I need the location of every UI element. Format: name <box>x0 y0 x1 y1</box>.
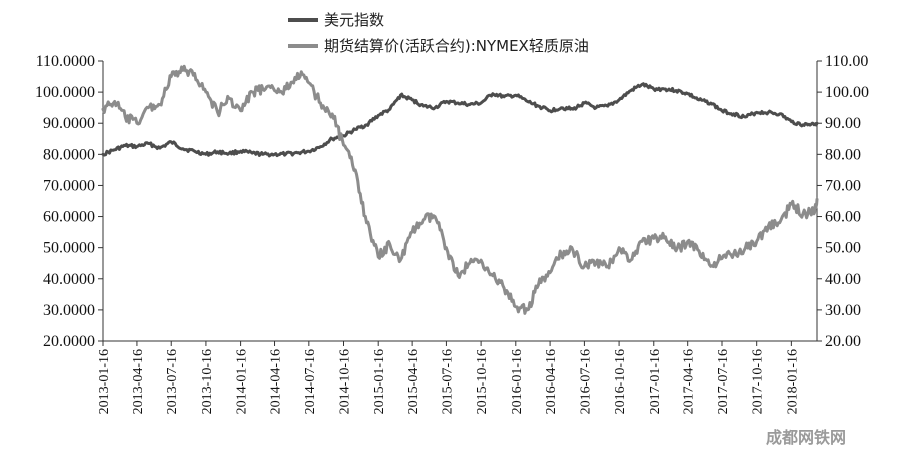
watermark-text: 成都网铁网 <box>766 428 846 447</box>
x-tick-label: 2013-07-16 <box>165 349 180 414</box>
series-line-wti-crude <box>101 64 819 315</box>
legend-label-wti-crude: 期货结算价(活跃合约):NYMEX轻质原油 <box>324 37 589 55</box>
y-left-tick-label: 40.0000 <box>43 271 95 288</box>
x-tick-label: 2014-01-16 <box>235 349 250 414</box>
x-tick-label: 2017-04-16 <box>682 349 697 414</box>
y-right-tick-label: 100.00 <box>825 84 869 101</box>
y-right-tick-label: 80.00 <box>825 146 861 163</box>
y-right-tick-label: 20.00 <box>825 333 861 350</box>
x-tick-label: 2018-01-16 <box>785 349 800 414</box>
y-left-tick-label: 80.0000 <box>43 146 95 163</box>
y-left-tick-label: 60.0000 <box>43 209 95 226</box>
x-tick-label: 2015-07-16 <box>440 349 455 414</box>
plot-area <box>101 64 819 315</box>
x-tick-label: 2016-07-16 <box>578 349 593 414</box>
x-tick-label: 2013-10-16 <box>200 349 215 414</box>
x-tick-label: 2014-07-16 <box>303 349 318 414</box>
x-tick-label: 2016-04-16 <box>544 349 559 414</box>
y-right-tick-label: 70.00 <box>825 177 861 194</box>
x-tick-label: 2017-01-16 <box>648 349 663 414</box>
y-left-tick-label: 70.0000 <box>43 177 95 194</box>
legend: 美元指数 期货结算价(活跃合约):NYMEX轻质原油 <box>288 11 589 55</box>
y-left-tick-label: 30.0000 <box>43 302 95 319</box>
series-line-usd-index <box>101 82 819 158</box>
y-left-tick-label: 20.0000 <box>43 333 95 350</box>
y-right-tick-label: 50.00 <box>825 240 861 257</box>
x-tick-label: 2014-10-16 <box>338 349 353 414</box>
y-right-tick-label: 40.00 <box>825 271 861 288</box>
legend-label-usd-index: 美元指数 <box>324 11 384 29</box>
x-tick-label: 2014-04-16 <box>269 349 284 414</box>
axes: 20.0000 30.0000 40.0000 50.0000 60.0000 70.00… <box>35 53 869 414</box>
x-tick-label: 2013-04-16 <box>131 349 146 414</box>
x-tick-label: 2015-10-16 <box>475 349 490 414</box>
y-right-tick-label: 60.00 <box>825 209 861 226</box>
y-right-tick-label: 30.00 <box>825 302 861 319</box>
y-left-tick-label: 90.0000 <box>43 115 95 132</box>
x-tick-label: 2013-01-16 <box>97 349 112 414</box>
y-left-tick-label: 50.0000 <box>43 240 95 257</box>
x-tick-label: 2016-01-16 <box>510 349 525 414</box>
x-tick-label: 2017-07-16 <box>716 349 731 414</box>
x-tick-label: 2016-10-16 <box>613 349 628 414</box>
y-left-tick-label: 110.0000 <box>36 53 95 70</box>
x-tick-label: 2015-01-16 <box>372 349 387 414</box>
x-tick-label: 2017-10-16 <box>751 349 766 414</box>
y-right-tick-label: 110.00 <box>825 53 868 70</box>
y-right-tick-label: 90.00 <box>825 115 861 132</box>
x-tick-label: 2015-04-16 <box>406 349 421 414</box>
y-left-tick-label: 100.0000 <box>35 84 95 101</box>
